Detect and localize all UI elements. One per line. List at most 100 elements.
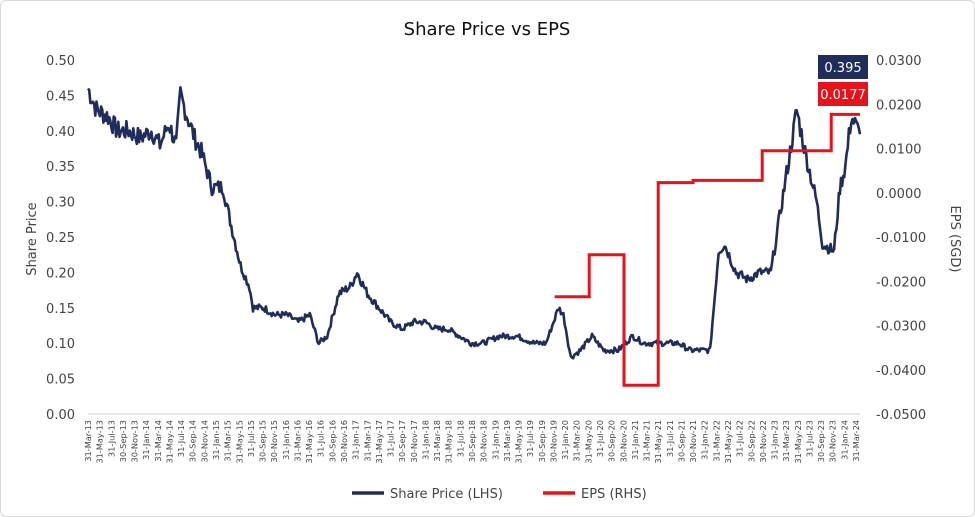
x-tick-label: 31-Mar-16 bbox=[293, 420, 303, 462]
x-tick-label: 31-Jan-21 bbox=[630, 420, 640, 460]
x-tick-label: 31-Jul-13 bbox=[106, 420, 116, 457]
x-tick-label: 31-Jul-22 bbox=[735, 420, 745, 457]
x-tick-label: 31-Jul-18 bbox=[455, 420, 465, 457]
right-tick-label: 0.0100 bbox=[876, 143, 922, 158]
left-tick-label: 0.40 bbox=[46, 125, 75, 140]
x-tick-label: 31-Mar-21 bbox=[642, 420, 652, 462]
x-tick-label: 31-May-17 bbox=[374, 420, 384, 464]
x-tick-label: 31-May-14 bbox=[165, 420, 175, 464]
x-tick-label: 30-Sep-21 bbox=[677, 420, 687, 462]
left-tick-label: 0.20 bbox=[46, 266, 75, 281]
x-tick-label: 31-Jan-17 bbox=[351, 420, 361, 460]
x-tick-label: 30-Sep-19 bbox=[537, 420, 547, 462]
x-tick-label: 31-May-13 bbox=[95, 420, 105, 464]
right-axis-label: EPS (SGD) bbox=[947, 206, 962, 273]
x-tick-label: 31-Mar-13 bbox=[83, 420, 93, 462]
left-axis-label: Share Price bbox=[25, 202, 40, 275]
x-axis-ticks: 31-Mar-13 31-May-13 31-Jul-13 30-Sep-13 30-N… bbox=[83, 420, 861, 464]
callout-box bbox=[818, 55, 868, 79]
left-axis-ticks: 0.00 0.05 0.10 0.15 0.20 0.25 0.30 0.35 0.40 0.45… bbox=[46, 54, 75, 423]
right-tick-label: 0.0300 bbox=[876, 54, 922, 69]
left-tick-label: 0.25 bbox=[46, 231, 75, 246]
x-tick-label: 31-Jan-24 bbox=[839, 420, 849, 460]
x-tick-label: 31-May-23 bbox=[793, 420, 803, 464]
share-price-callout: 0.395 bbox=[818, 55, 868, 79]
x-tick-label: 31-Mar-24 bbox=[851, 420, 861, 462]
left-tick-label: 0.50 bbox=[46, 54, 75, 69]
x-tick-label: 30-Sep-13 bbox=[118, 420, 128, 462]
x-tick-label: 31-Jan-16 bbox=[281, 420, 291, 460]
x-tick-label: 31-Jul-15 bbox=[246, 420, 256, 457]
x-tick-label: 30-Nov-13 bbox=[130, 420, 140, 463]
x-tick-label: 31-Jan-18 bbox=[421, 420, 431, 460]
x-tick-label: 31-Mar-17 bbox=[362, 420, 372, 462]
x-tick-label: 30-Nov-21 bbox=[688, 420, 698, 463]
x-tick-label: 30-Sep-15 bbox=[258, 420, 268, 462]
left-tick-label: 0.30 bbox=[46, 196, 75, 211]
x-tick-label: 30-Sep-17 bbox=[397, 420, 407, 462]
x-tick-label: 31-Mar-20 bbox=[572, 420, 582, 462]
left-tick-label: 0.15 bbox=[46, 302, 75, 317]
x-tick-label: 31-May-15 bbox=[234, 420, 244, 464]
legend-label: Share Price (LHS) bbox=[390, 487, 503, 502]
x-tick-label: 31-Jan-23 bbox=[770, 420, 780, 460]
x-tick-label: 30-Nov-22 bbox=[758, 420, 768, 463]
x-tick-label: 30-Sep-14 bbox=[188, 420, 198, 462]
series-eps-line bbox=[554, 112, 860, 387]
right-tick-label: -0.0100 bbox=[876, 231, 926, 246]
x-tick-label: 31-Mar-19 bbox=[502, 420, 512, 462]
left-tick-label: 0.00 bbox=[46, 408, 75, 423]
eps-callout: 0.0177 bbox=[818, 82, 868, 106]
right-axis-ticks: -0.0500 -0.0400 -0.0300 -0.0200 -0.0100 0.000… bbox=[876, 54, 926, 423]
right-tick-label: -0.0200 bbox=[876, 275, 926, 290]
x-tick-label: 30-Sep-20 bbox=[607, 420, 617, 462]
right-tick-label: -0.0400 bbox=[876, 364, 926, 379]
left-tick-label: 0.35 bbox=[46, 160, 75, 175]
callout-box bbox=[818, 82, 868, 106]
x-tick-label: 30-Sep-22 bbox=[746, 420, 756, 462]
x-tick-label: 31-Jul-23 bbox=[805, 420, 815, 457]
x-tick-label: 30-Sep-18 bbox=[467, 420, 477, 462]
callouts: 0.395 0.0177 bbox=[818, 55, 868, 106]
x-tick-label: 30-Nov-15 bbox=[269, 420, 279, 463]
x-tick-label: 31-Jul-21 bbox=[665, 420, 675, 457]
x-tick-label: 30-Nov-17 bbox=[409, 420, 419, 463]
x-tick-label: 30-Nov-16 bbox=[339, 420, 349, 463]
left-tick-label: 0.05 bbox=[46, 373, 75, 388]
chart-title: Share Price vs EPS bbox=[404, 19, 571, 40]
x-tick-label: 30-Nov-19 bbox=[549, 420, 559, 463]
x-tick-label: 31-May-20 bbox=[583, 420, 593, 464]
x-tick-label: 31-Jul-14 bbox=[176, 420, 186, 457]
x-tick-label: 31-Jul-20 bbox=[595, 420, 605, 457]
x-tick-label: 30-Nov-23 bbox=[828, 420, 838, 463]
right-tick-label: -0.0300 bbox=[876, 320, 926, 335]
left-tick-label: 0.45 bbox=[46, 89, 75, 104]
x-tick-label: 31-Mar-22 bbox=[711, 420, 721, 462]
right-tick-label: 0.0200 bbox=[876, 98, 922, 113]
x-tick-label: 31-May-18 bbox=[444, 420, 454, 464]
x-tick-label: 31-May-19 bbox=[514, 420, 524, 464]
series-share-price-line bbox=[86, 86, 862, 360]
right-tick-label: -0.0500 bbox=[876, 408, 926, 423]
x-tick-label: 30-Nov-20 bbox=[618, 420, 628, 463]
x-tick-label: 31-Mar-23 bbox=[781, 420, 791, 462]
x-tick-label: 31-Mar-15 bbox=[223, 420, 233, 462]
x-tick-label: 31-May-22 bbox=[723, 420, 733, 464]
x-tick-label: 31-May-16 bbox=[304, 420, 314, 464]
callout-value: 0.0177 bbox=[820, 88, 866, 103]
x-tick-label: 31-May-21 bbox=[653, 420, 663, 464]
x-tick-label: 31-Jul-17 bbox=[386, 420, 396, 457]
series-layer bbox=[86, 86, 862, 387]
x-tick-label: 31-Jan-22 bbox=[700, 420, 710, 460]
x-tick-label: 30-Nov-14 bbox=[199, 420, 209, 463]
x-tick-label: 31-Mar-14 bbox=[153, 420, 163, 462]
left-tick-label: 0.10 bbox=[46, 337, 75, 352]
x-tick-label: 31-Jul-19 bbox=[525, 420, 535, 457]
x-tick-label: 31-Jan-20 bbox=[560, 420, 570, 460]
right-tick-label: 0.0000 bbox=[876, 187, 922, 202]
x-tick-label: 31-Jan-14 bbox=[141, 420, 151, 460]
x-tick-label: 30-Sep-16 bbox=[327, 420, 337, 462]
x-tick-label: 30-Nov-18 bbox=[479, 420, 489, 463]
